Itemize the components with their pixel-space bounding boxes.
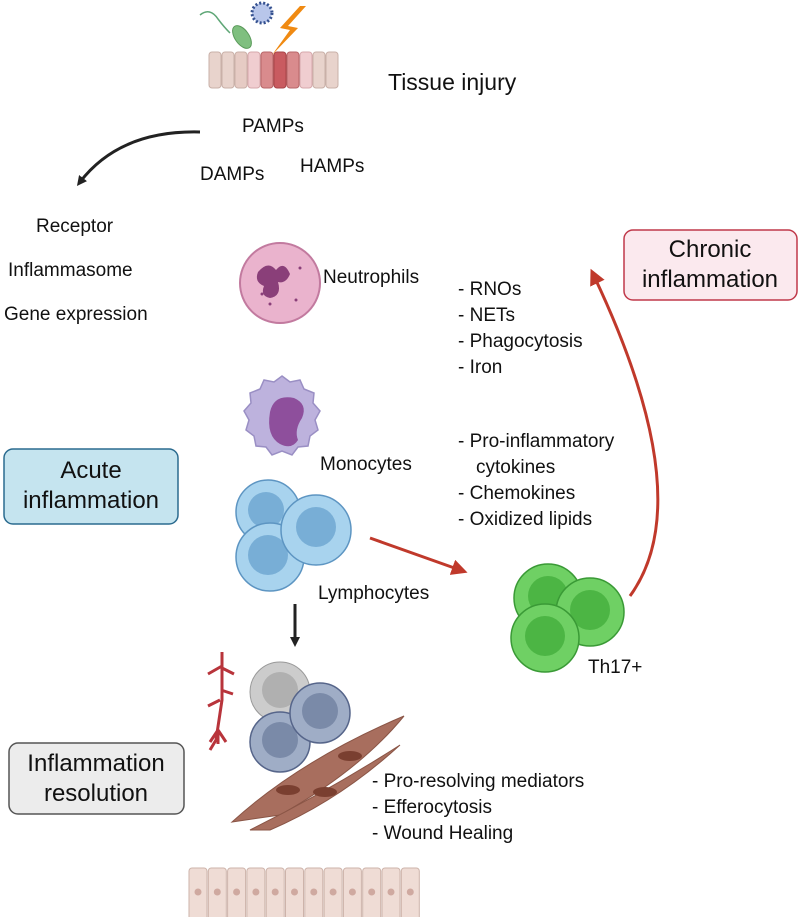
sensing-receptor: Receptor: [36, 216, 114, 237]
cell-nucleus: [291, 888, 298, 896]
bacterium-flagellum: [199, 11, 231, 34]
hamps-label: HAMPs: [300, 156, 364, 177]
arrow-to-chronic: [590, 268, 660, 597]
lymphocytes-label: Lymphocytes: [318, 583, 429, 604]
resolution-effect-wound-healing: - Wound Healing: [372, 823, 513, 844]
monocyte-effect-chemokines: - Chemokines: [458, 483, 575, 504]
resolution-effect-mediators: - Pro-resolving mediators: [372, 771, 584, 792]
acute-inflammation-box: [3, 448, 179, 525]
chronic-inflammation-line2: inflammation: [642, 266, 778, 293]
cell-nucleus: [194, 888, 202, 896]
tissue-injury-label: Tissue injury: [388, 69, 517, 95]
cell-nucleus: [406, 888, 414, 896]
epithelium-top: [208, 51, 339, 89]
virus-icon: [250, 1, 274, 25]
monocyte-effect-cytokines: cytokines: [476, 457, 555, 478]
th17-label: Th17+: [588, 657, 642, 678]
blood-vessel-icon: [207, 652, 235, 751]
curved-arrow-to-sensing: [76, 130, 201, 186]
cell-nucleus: [387, 888, 395, 896]
th17-cells-icon: [510, 563, 625, 673]
inflammation-resolution-box: [8, 742, 185, 815]
neutrophils-label: Neutrophils: [323, 267, 419, 288]
cell-nucleus: [213, 888, 221, 896]
resolution-illustration: [207, 652, 405, 831]
neutrophil-effect-nets: - NETs: [458, 305, 515, 326]
cell-nucleus: [368, 888, 376, 896]
sensing-inflammasome: Inflammasome: [8, 260, 133, 281]
cell-nucleus: [252, 888, 260, 896]
neutrophil-effect-rnos: - RNOs: [458, 279, 521, 300]
resolution-effect-efferocytosis: - Efferocytosis: [372, 797, 492, 818]
chronic-inflammation-line1: Chronic: [669, 236, 752, 263]
tissue-injury-illustration: [199, 1, 339, 89]
pamps-label: PAMPs: [242, 116, 304, 137]
lightning-bolt-icon: [272, 6, 306, 55]
acute-inflammation-line2: inflammation: [23, 487, 159, 514]
acute-inflammation-line1: Acute: [60, 457, 121, 484]
monocyte-icon: [243, 375, 321, 456]
damps-label: DAMPs: [200, 164, 264, 185]
cell-nucleus: [233, 888, 241, 896]
cell-nucleus: [329, 888, 337, 896]
sensing-gene-expression: Gene expression: [4, 304, 148, 325]
arrow-to-th17: [369, 536, 468, 575]
neutrophil-icon: [239, 242, 321, 324]
cell-nucleus: [310, 888, 318, 896]
monocyte-effect-oxidized-lipids: - Oxidized lipids: [458, 509, 592, 530]
neutrophil-effect-phagocytosis: - Phagocytosis: [458, 331, 583, 352]
bacterium-icon: [232, 25, 252, 49]
inflammation-resolution-line1: Inflammation: [27, 750, 164, 777]
cell-nucleus: [348, 888, 356, 896]
epithelium-bottom: [188, 867, 420, 917]
neutrophil-effect-iron: - Iron: [458, 357, 502, 378]
cell-nucleus: [271, 888, 279, 896]
monocytes-label: Monocytes: [320, 454, 412, 475]
chronic-inflammation-box: [623, 229, 798, 301]
lymphocytes-icon: [235, 479, 352, 592]
inflammation-resolution-line2: resolution: [44, 780, 148, 807]
monocyte-effect-proinflammatory: - Pro-inflammatory: [458, 431, 615, 452]
